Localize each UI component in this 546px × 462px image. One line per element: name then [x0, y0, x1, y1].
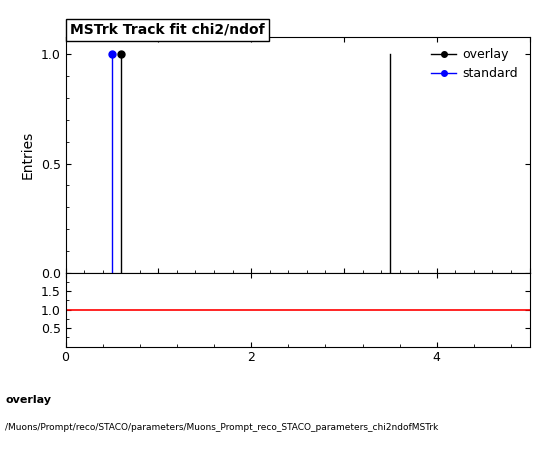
Legend: overlay, standard: overlay, standard [426, 43, 524, 85]
Text: MSTrk Track fit chi2/ndof: MSTrk Track fit chi2/ndof [0, 461, 1, 462]
Text: /Muons/Prompt/reco/STACO/parameters/Muons_Prompt_reco_STACO_parameters_chi2ndofM: /Muons/Prompt/reco/STACO/parameters/Muon… [5, 423, 438, 432]
Text: overlay: overlay [5, 395, 51, 405]
Text: MSTrk Track fit chi2/ndof: MSTrk Track fit chi2/ndof [70, 23, 265, 37]
Y-axis label: Entries: Entries [21, 131, 35, 179]
